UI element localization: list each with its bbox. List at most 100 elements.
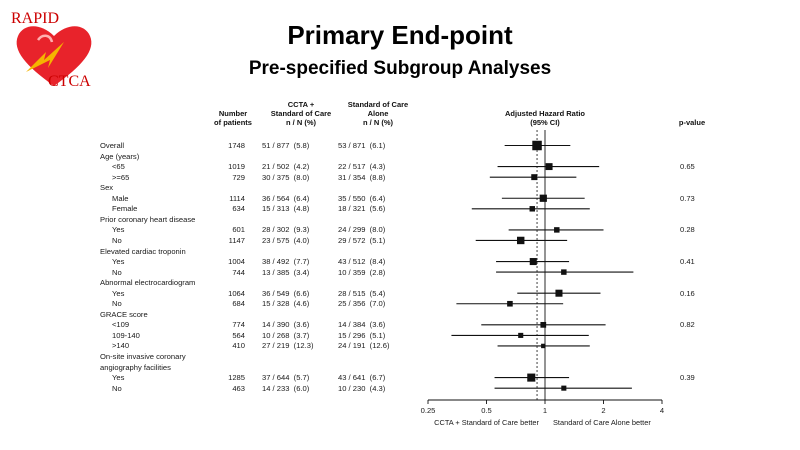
lightning-icon — [26, 42, 64, 72]
x-tick-label: 1 — [543, 406, 547, 415]
row-label: angiography facilities — [100, 362, 171, 372]
row-number-of-patients: 729 — [232, 172, 245, 182]
hr-marker — [527, 373, 536, 382]
hr-marker — [540, 321, 547, 328]
row-number-of-patients: 1114 — [229, 193, 245, 203]
x-tick-label: 4 — [660, 406, 664, 415]
hr-marker — [545, 163, 553, 171]
row-ccta-events: 36 / 549 (6.6) — [262, 288, 310, 298]
row-label: Elevated cardiac troponin — [100, 246, 186, 256]
hr-marker — [518, 332, 524, 338]
row-label: No — [112, 383, 122, 393]
row-number-of-patients: 634 — [232, 204, 245, 214]
x-tick-label: 0.5 — [481, 406, 492, 415]
hr-marker — [517, 236, 525, 245]
table-row: <65 1019 21 / 502 (4.2) 22 / 517 (4.3) 0.65 — [0, 161, 800, 172]
hr-marker — [507, 300, 513, 307]
row-ccta-events: 36 / 564 (6.4) — [262, 193, 310, 203]
hr-marker — [561, 269, 567, 275]
header-p-value: p-value — [678, 118, 706, 127]
row-ccta-events: 23 / 575 (4.0) — [262, 235, 310, 245]
hr-marker — [541, 343, 546, 349]
row-soc-events: 10 / 230 (4.3) — [338, 383, 386, 393]
row-number-of-patients: 1064 — [228, 288, 245, 298]
hr-marker — [554, 227, 560, 233]
row-label: Age (years) — [100, 151, 140, 161]
table-row: On-site invasive coronary — [0, 351, 800, 362]
row-soc-events: 35 / 550 (6.4) — [338, 193, 386, 203]
logo-bottom-text: CTCA — [48, 73, 91, 90]
row-ccta-events: 15 / 313 (4.8) — [262, 204, 310, 214]
table-row: Yes 1004 38 / 492 (7.7) 43 / 512 (8.4) 0.41 — [0, 256, 800, 267]
row-ccta-events: 38 / 492 (7.7) — [262, 257, 310, 267]
row-label: 109-140 — [112, 330, 140, 340]
page-title: Primary End-point — [287, 20, 513, 50]
row-p-value: 0.73 — [680, 193, 695, 203]
row-ccta-events: 14 / 233 (6.0) — [262, 383, 310, 393]
hr-marker — [529, 206, 536, 212]
row-p-value: 0.28 — [680, 225, 695, 235]
row-soc-events: 29 / 572 (5.1) — [338, 235, 386, 245]
row-label: >=65 — [112, 172, 130, 182]
left-direction-label: CCTA + Standard of Care better — [434, 418, 539, 427]
table-row: Sex — [0, 182, 800, 193]
table-row: Yes 1285 37 / 644 (5.7) 43 / 641 (6.7) 0.39 — [0, 372, 800, 383]
row-label: Yes — [112, 225, 125, 235]
row-soc-events: 43 / 512 (8.4) — [338, 257, 386, 267]
row-soc-events: 24 / 191 (12.6) — [338, 341, 390, 351]
row-label: Male — [112, 193, 129, 203]
row-soc-events: 53 / 871 (6.1) — [338, 141, 386, 150]
table-row: Elevated cardiac troponin — [0, 246, 800, 257]
row-p-value: 0.82 — [680, 320, 695, 330]
table-row: Abnormal electrocardiogram — [0, 277, 800, 288]
row-label: No — [112, 267, 122, 277]
row-label: Yes — [112, 373, 125, 383]
row-number-of-patients: 410 — [232, 341, 245, 351]
x-tick-label: 0.25 — [421, 406, 436, 415]
table-row: Female 634 15 / 313 (4.8) 18 / 321 (5.6) — [0, 203, 800, 214]
row-label: No — [112, 235, 122, 245]
table-row: >=65 729 30 / 375 (8.0) 31 / 354 (8.8) — [0, 172, 800, 183]
page-subtitle: Pre-specified Subgroup Analyses — [248, 58, 552, 79]
table-row: 109-140 564 10 / 268 (3.7) 15 / 296 (5.1) — [0, 330, 800, 341]
row-number-of-patients: 684 — [232, 299, 245, 309]
row-label: Abnormal electrocardiogram — [100, 278, 196, 288]
row-soc-events: 18 / 321 (5.6) — [338, 204, 386, 214]
row-ccta-events: 15 / 328 (4.6) — [262, 299, 310, 309]
row-number-of-patients: 774 — [232, 320, 245, 330]
table-row: No 463 14 / 233 (6.0) 10 / 230 (4.3) — [0, 383, 800, 394]
row-p-value: 0.16 — [680, 288, 695, 298]
row-label: Yes — [112, 257, 125, 267]
header-soc-arm: Standard of Care Alone n / N (%) — [347, 100, 409, 127]
row-label: <109 — [112, 320, 130, 330]
hr-marker — [561, 385, 567, 391]
row-label: Female — [112, 204, 138, 214]
row-number-of-patients: 463 — [232, 383, 245, 393]
row-label: On-site invasive coronary — [100, 352, 186, 361]
row-soc-events: 14 / 384 (3.6) — [338, 320, 386, 330]
header-ccta-arm: CCTA + Standard of Care n / N (%) — [270, 100, 332, 127]
row-number-of-patients: 1004 — [228, 257, 245, 267]
row-label: GRACE score — [100, 309, 148, 319]
row-p-value: 0.39 — [680, 373, 695, 383]
row-soc-events: 28 / 515 (5.4) — [338, 288, 386, 298]
row-soc-events: 25 / 356 (7.0) — [338, 299, 386, 309]
row-ccta-events: 14 / 390 (3.6) — [262, 320, 310, 330]
table-row: Prior coronary heart disease — [0, 214, 800, 225]
rapid-ctca-logo: RAPID CTCA — [11, 10, 92, 90]
row-ccta-events: 28 / 302 (9.3) — [262, 225, 310, 235]
row-p-value: 0.65 — [680, 162, 695, 172]
row-label: >140 — [112, 341, 130, 351]
row-ccta-events: 37 / 644 (5.7) — [262, 373, 310, 383]
row-soc-events: 24 / 299 (8.0) — [338, 225, 386, 235]
row-label: Sex — [100, 183, 114, 193]
row-number-of-patients: 601 — [232, 225, 245, 235]
row-label: Yes — [112, 288, 125, 298]
row-number-of-patients: 1748 — [228, 141, 245, 150]
table-row: No 684 15 / 328 (4.6) 25 / 356 (7.0) — [0, 298, 800, 309]
table-row: Male 1114 36 / 564 (6.4) 35 / 550 (6.4) 0.73 — [0, 193, 800, 204]
row-ccta-events: 13 / 385 (3.4) — [262, 267, 310, 277]
row-ccta-events: 10 / 268 (3.7) — [262, 330, 310, 340]
right-direction-label: Standard of Care Alone better — [553, 418, 651, 427]
table-row: GRACE score — [0, 309, 800, 320]
